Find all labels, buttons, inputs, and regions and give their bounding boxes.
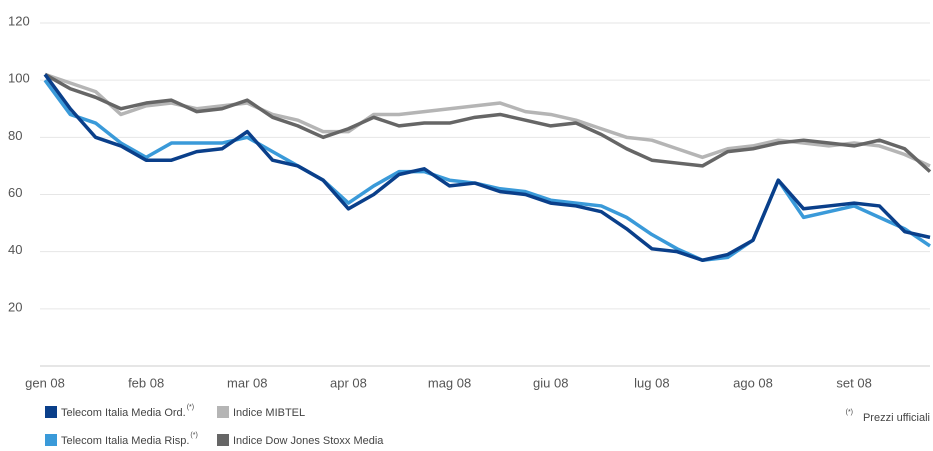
legend-label: Telecom Italia Media Risp.: [61, 435, 189, 447]
legend-label: Indice MIBTEL: [233, 407, 305, 419]
x-tick-label: lug 08: [634, 375, 669, 390]
legend-swatch: [217, 406, 229, 418]
series-line: [44, 72, 931, 168]
y-tick-label: 100: [8, 71, 30, 86]
x-tick-label: mag 08: [428, 375, 471, 390]
x-tick-label: apr 08: [330, 375, 367, 390]
x-tick-label: giu 08: [533, 375, 568, 390]
y-tick-label: 60: [8, 185, 22, 200]
x-tick-label: set 08: [836, 375, 871, 390]
legend-swatch: [45, 434, 57, 446]
x-tick-label: mar 08: [227, 375, 267, 390]
x-tick-label: gen 08: [25, 375, 65, 390]
y-tick-label: 80: [8, 128, 22, 143]
footnote: Prezzi ufficiali: [863, 412, 930, 424]
series-line: [44, 72, 932, 173]
series-line: [43, 79, 931, 262]
y-tick-label: 20: [8, 299, 22, 314]
series-line: [43, 73, 931, 262]
x-tick-label: feb 08: [128, 375, 164, 390]
legend-label: Indice Dow Jones Stoxx Media: [233, 435, 384, 447]
legend-note-marker: (*): [187, 404, 194, 411]
y-tick-label: 120: [8, 13, 30, 28]
x-tick-label: ago 08: [733, 375, 773, 390]
legend-swatch: [45, 406, 57, 418]
footnote-marker: (*): [846, 409, 853, 416]
y-tick-label: 40: [8, 242, 22, 257]
legend-note-marker: (*): [190, 432, 197, 439]
legend-label: Telecom Italia Media Ord.: [61, 407, 186, 419]
legend-swatch: [217, 434, 229, 446]
